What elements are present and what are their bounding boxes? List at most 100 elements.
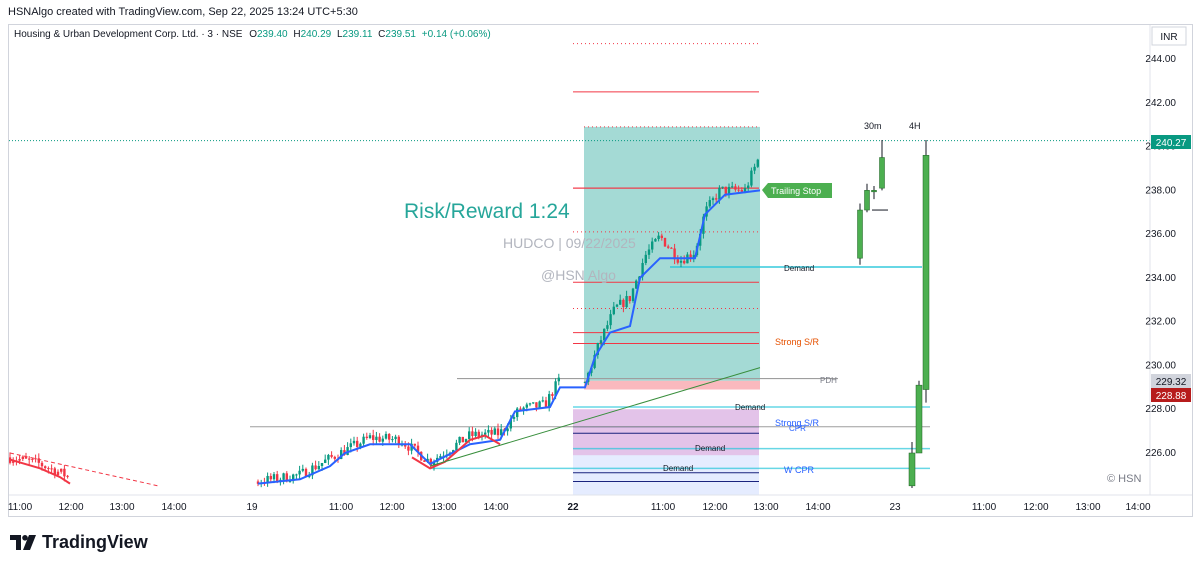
candle-body (544, 400, 548, 408)
candle-body (596, 343, 599, 355)
candle-body (391, 439, 394, 441)
candle-body (667, 246, 670, 248)
candle-body (657, 235, 660, 240)
candle-body (721, 186, 724, 188)
candle-body (50, 468, 53, 470)
candle-body (31, 458, 34, 460)
overlays-layer (9, 189, 761, 487)
candle-body (53, 468, 56, 476)
x-tick-label: 13:00 (753, 502, 778, 513)
time-axis[interactable]: 11:00 12:00 13:00 14:00 19 11:00 12:00 13:00 14:… (8, 502, 1151, 513)
candle-body (37, 458, 40, 463)
candle-body (541, 400, 544, 402)
candle-body (356, 440, 359, 447)
y-tick-label: 226.00 (1145, 448, 1176, 459)
cpr-label: CPR (789, 424, 806, 433)
candle-body (583, 381, 587, 383)
x-tick-label: 14:00 (161, 502, 186, 513)
symbol-info: Housing & Urban Development Corp. Ltd. ·… (14, 29, 491, 40)
x-tick-label: 23 (889, 502, 901, 513)
candle-body (711, 198, 715, 201)
zones-layer (9, 43, 1150, 495)
low-label: L (337, 29, 343, 40)
candle-body (368, 435, 372, 438)
candle-body (423, 460, 426, 462)
candle-body (333, 456, 336, 459)
candle-body (692, 255, 695, 258)
candle-body (295, 474, 298, 476)
candle-body (432, 461, 436, 466)
candle-body (439, 456, 442, 458)
candle-body (647, 249, 651, 255)
candle-body (352, 440, 356, 444)
candle-body (660, 235, 663, 238)
candle-body (500, 429, 503, 436)
candle-body (606, 325, 609, 329)
candle-body (28, 458, 31, 460)
candle-body (314, 465, 317, 470)
y-tick-label: 234.00 (1145, 273, 1176, 284)
y-tick-label: 228.00 (1145, 404, 1176, 415)
candle-body (525, 404, 528, 408)
candle-body (670, 247, 673, 249)
candle-body (455, 442, 458, 451)
candle-body (272, 474, 276, 480)
candle-body (619, 299, 622, 305)
candle-body (724, 186, 727, 194)
risk-reward-label: Risk/Reward 1:24 (404, 200, 570, 223)
last-price-text: 240.27 (1156, 138, 1187, 149)
tradingview-logo[interactable]: TradingView (10, 532, 148, 553)
demand-label-3: Demand (695, 444, 725, 453)
y-tick-label: 242.00 (1145, 98, 1176, 109)
candle-body (40, 462, 44, 467)
candle-body (615, 304, 619, 307)
candle-body (519, 408, 522, 410)
candle-body (715, 198, 718, 200)
copyright-label: © HSN (1107, 473, 1141, 485)
candle-body (66, 475, 69, 477)
x-tick-label: 12:00 (379, 502, 404, 513)
candle-body (413, 443, 416, 446)
candle-body (599, 340, 603, 344)
trailing-stop-label: Trailing Stop (762, 183, 832, 198)
target-zone (584, 126, 760, 381)
candle-body (676, 259, 679, 263)
candle-body (727, 186, 731, 194)
candle-body (487, 429, 490, 433)
x-tick-label: 22 (567, 502, 579, 513)
candle-body (384, 433, 388, 439)
strong-sr-label-lower: Strong S/R (775, 418, 820, 428)
candle-body (609, 314, 612, 326)
candle-body (388, 433, 391, 440)
purple-zone (573, 409, 759, 456)
tradingview-brand-text: TradingView (42, 532, 148, 552)
candle-body (292, 474, 295, 482)
candle-body (44, 466, 47, 469)
candle-body (429, 458, 432, 466)
currency-box[interactable] (1151, 26, 1187, 46)
candle-body (458, 436, 461, 443)
candle-body (372, 435, 375, 440)
candle-body (737, 189, 740, 191)
tf-30m-label: 30m (864, 121, 882, 131)
y-tick-label: 238.00 (1145, 185, 1176, 196)
candle-body (397, 436, 400, 445)
price-chart[interactable]: Housing & Urban Development Corp. Ltd. ·… (0, 0, 1200, 520)
high-label: H (293, 29, 300, 40)
y-tick-label: 232.00 (1145, 317, 1176, 328)
x-tick-label: 19 (246, 502, 258, 513)
candle-body (625, 296, 628, 308)
x-tick-label: 11:00 (329, 502, 354, 513)
candle-body (673, 248, 676, 260)
candle-body (718, 187, 721, 200)
w-cpr-label: W CPR (784, 465, 814, 475)
candle-body (330, 454, 333, 457)
candle-body (407, 446, 410, 451)
candle-body (60, 468, 63, 472)
candle-body (21, 456, 24, 460)
candle-body (285, 473, 288, 482)
candle-body (34, 458, 37, 460)
candle-body (522, 407, 525, 410)
candle-body (644, 254, 647, 264)
candle-body (298, 470, 301, 475)
